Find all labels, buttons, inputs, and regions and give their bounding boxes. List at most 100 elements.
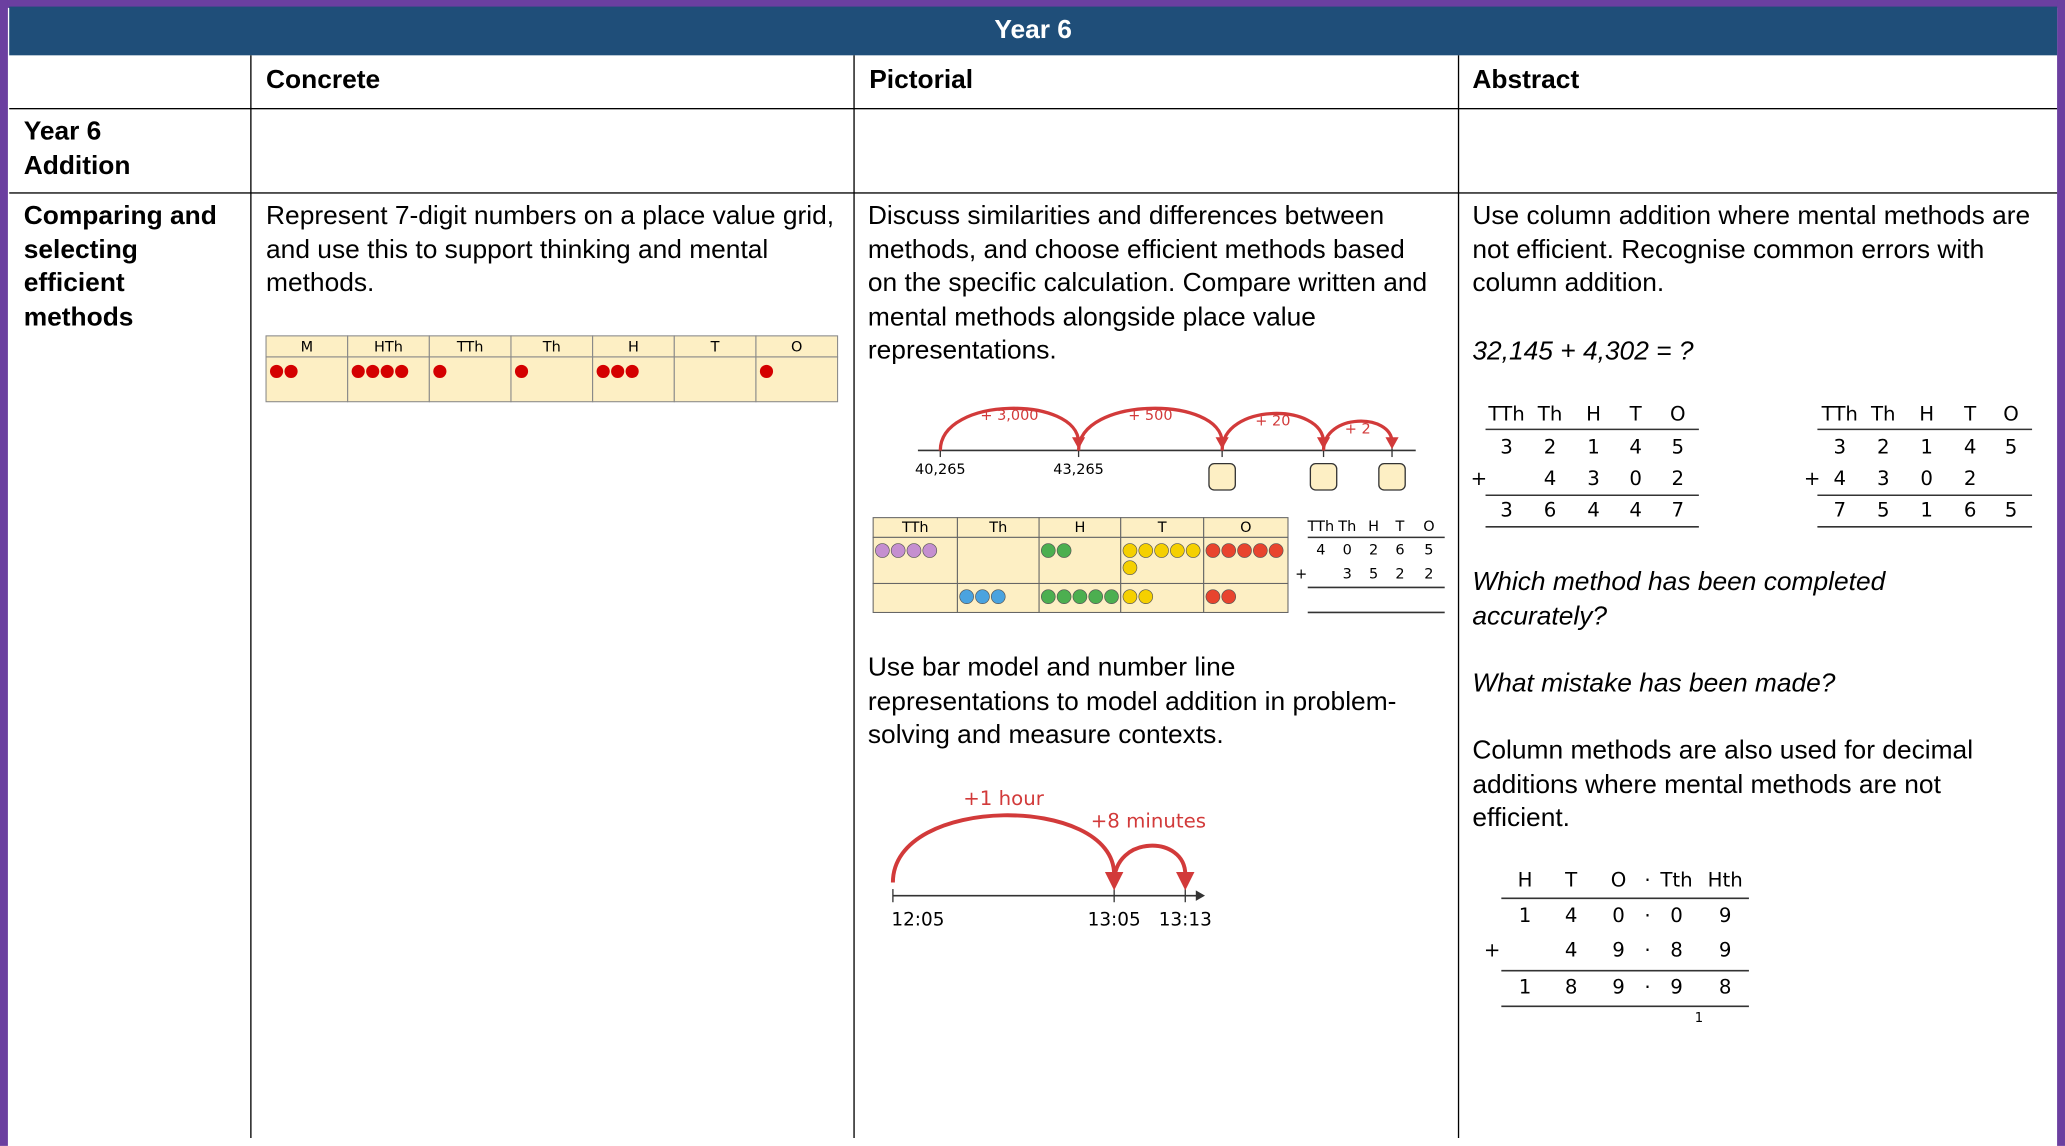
column-header: Th xyxy=(1337,519,1356,535)
abstract-text: Use column addition where mental methods… xyxy=(1472,201,2031,298)
digit: 8 xyxy=(1565,975,1578,998)
digit: 4 xyxy=(1565,938,1578,961)
counter xyxy=(906,543,922,558)
counter xyxy=(514,364,529,379)
counter xyxy=(1056,589,1072,604)
counter xyxy=(1154,543,1169,558)
question: Which method has been completed accurate… xyxy=(1472,567,1886,631)
digit: 6 xyxy=(1964,499,1977,522)
counter xyxy=(975,589,990,604)
arrow-head xyxy=(1385,437,1399,450)
digit: 0 xyxy=(1343,543,1352,559)
counter-group xyxy=(433,364,447,379)
row-label: Comparing and selecting efficient method… xyxy=(23,201,217,332)
digit: 2 xyxy=(1877,435,1890,458)
digit: 4 xyxy=(1316,543,1325,559)
counter xyxy=(1138,589,1154,604)
table-header: H xyxy=(1074,520,1085,536)
answer-box xyxy=(1378,462,1406,491)
jump-label: + 20 xyxy=(1255,413,1290,429)
column-header: Pictorial xyxy=(869,65,974,95)
digit: 4 xyxy=(1834,467,1847,490)
digit: 6 xyxy=(1544,499,1557,522)
jump-arc xyxy=(1076,406,1224,451)
decimal-point: · xyxy=(1644,869,1650,892)
digit: 2 xyxy=(1395,566,1404,582)
column-divider xyxy=(250,55,252,1139)
decimal-point: · xyxy=(1644,938,1650,961)
column-header: T xyxy=(1963,402,1977,425)
jump-label: + 3,000 xyxy=(980,408,1038,424)
column-header: Th xyxy=(1870,402,1896,425)
grid-cell xyxy=(592,356,675,403)
answer-box xyxy=(1309,462,1338,491)
grid-header: M xyxy=(301,340,313,356)
counter-group xyxy=(1122,543,1201,575)
column-header: T xyxy=(1564,869,1578,892)
counter-group xyxy=(1122,589,1154,604)
digit: 5 xyxy=(1369,566,1378,582)
column-header: O xyxy=(1670,402,1686,425)
digit: 4 xyxy=(1629,435,1642,458)
jump-arc xyxy=(1220,411,1326,451)
digit: 1 xyxy=(1920,499,1933,522)
column-header: H xyxy=(1586,402,1601,425)
counter xyxy=(1268,543,1284,558)
counter xyxy=(1040,543,1056,558)
equation: 32,145 + 4,302 = ? xyxy=(1472,337,1694,367)
digit: 5 xyxy=(1877,499,1890,522)
counter xyxy=(1237,543,1252,558)
operator: + xyxy=(1295,566,1307,582)
digit: 3 xyxy=(1500,435,1513,458)
question: What mistake has been made? xyxy=(1472,669,1836,699)
digit: 8 xyxy=(1719,975,1732,998)
counter-group xyxy=(759,364,774,379)
counter xyxy=(1122,589,1138,604)
jump-label: + 2 xyxy=(1345,421,1371,437)
counter-group xyxy=(1205,543,1284,558)
time-label: 13:05 xyxy=(1088,910,1141,931)
jump-arc xyxy=(1112,843,1188,883)
jump-label: +1 hour xyxy=(963,787,1045,810)
digit: 2 xyxy=(1964,467,1977,490)
counter xyxy=(875,543,890,558)
grid-header: H xyxy=(628,340,639,356)
digit: 1 xyxy=(1587,435,1600,458)
column-header: Abstract xyxy=(1472,65,1580,95)
digit: 5 xyxy=(2005,499,2018,522)
counter xyxy=(395,364,409,379)
counter xyxy=(1221,543,1237,558)
digit: 2 xyxy=(1672,467,1685,490)
digit: 0 xyxy=(1629,467,1642,490)
grid-header: Th xyxy=(542,340,561,356)
digit: 0 xyxy=(1612,904,1625,927)
operator: + xyxy=(1804,467,1821,490)
digit: 9 xyxy=(1612,938,1625,961)
digit: 4 xyxy=(1964,435,1977,458)
title-bar: Year 6 xyxy=(9,6,2058,56)
counter-group xyxy=(1040,543,1072,558)
row-divider xyxy=(9,192,2058,194)
digit: 0 xyxy=(1920,467,1933,490)
counter-group xyxy=(269,364,298,379)
column-header: O xyxy=(1423,519,1434,535)
digit: 3 xyxy=(1587,467,1600,490)
counter xyxy=(1221,589,1237,604)
digit: 3 xyxy=(1343,566,1352,582)
column-header: Hth xyxy=(1708,869,1743,892)
operator: + xyxy=(1471,467,1488,490)
digit: 0 xyxy=(1670,904,1683,927)
counter xyxy=(1170,543,1185,558)
digit: 8 xyxy=(1670,938,1683,961)
digit: 5 xyxy=(1424,543,1433,559)
counter xyxy=(284,364,298,379)
digit: 4 xyxy=(1629,499,1642,522)
digit: 3 xyxy=(1500,499,1513,522)
grid-cell xyxy=(265,356,349,403)
decimal-point: · xyxy=(1644,975,1650,998)
row-label: Year 6 Addition xyxy=(23,117,131,180)
table-header: O xyxy=(1240,520,1251,536)
counter xyxy=(1138,543,1154,558)
